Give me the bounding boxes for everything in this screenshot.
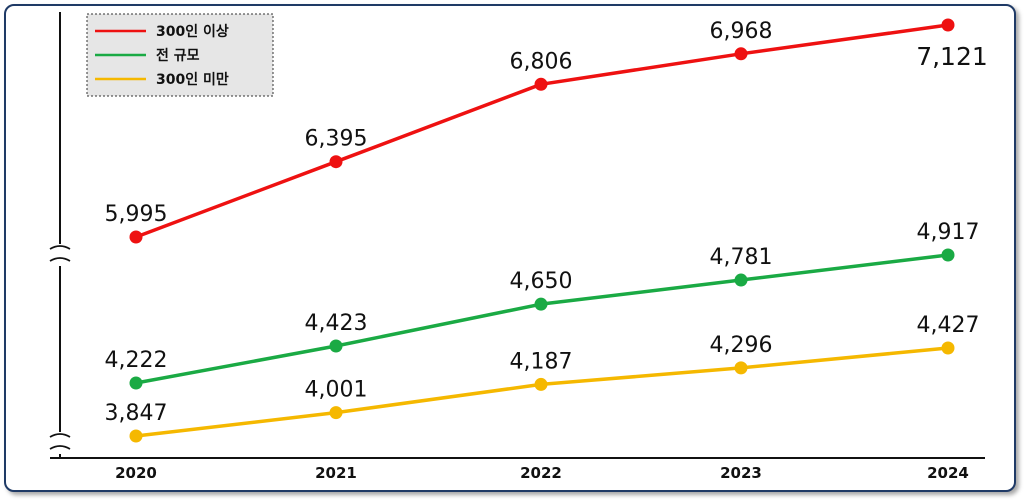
x-tick-label-2023: 2023 — [720, 464, 762, 482]
series-0: 5,995 6,395 6,806 6,968 7,121 — [105, 18, 988, 244]
legend-label-2: 300인 미만 — [156, 71, 229, 88]
data-point — [329, 155, 343, 169]
data-label: 4,650 — [510, 269, 573, 294]
data-label: 7,121 — [916, 42, 988, 71]
data-label: 6,806 — [510, 49, 573, 74]
data-label: 4,781 — [710, 245, 773, 270]
series-2: 3,847 4,001 4,187 4,296 4,427 — [105, 313, 980, 443]
data-point — [941, 341, 955, 355]
legend-label-0: 300인 이상 — [156, 23, 229, 40]
axis-break-lower — [48, 432, 72, 454]
legend-label-1: 전 규모 — [156, 47, 200, 64]
data-point — [941, 248, 955, 262]
axis-break-upper — [48, 244, 72, 266]
data-point — [329, 406, 343, 420]
data-point — [129, 230, 143, 244]
data-point — [734, 273, 748, 287]
data-label: 4,296 — [710, 333, 773, 358]
data-label: 4,423 — [305, 311, 368, 336]
data-label: 3,847 — [105, 401, 168, 426]
data-point — [329, 339, 343, 353]
data-point — [534, 77, 548, 91]
data-point — [129, 376, 143, 390]
x-tick-label-2024: 2024 — [927, 464, 969, 482]
data-label: 4,427 — [917, 313, 980, 338]
x-tick-label-2022: 2022 — [520, 464, 562, 482]
data-label: 4,187 — [510, 349, 573, 374]
x-tick-label-2020: 2020 — [115, 464, 157, 482]
data-label: 4,917 — [917, 220, 980, 245]
data-point — [734, 361, 748, 375]
data-point — [941, 18, 955, 32]
data-label: 4,001 — [305, 378, 368, 403]
legend: 300인 이상전 규모 300인 미만 — [86, 13, 274, 97]
data-label: 5,995 — [105, 202, 168, 227]
data-point — [734, 47, 748, 61]
data-point — [534, 377, 548, 391]
data-point — [534, 297, 548, 311]
data-label: 6,968 — [710, 19, 773, 44]
data-label: 6,395 — [305, 127, 368, 152]
data-label: 4,222 — [105, 348, 168, 373]
x-tick-label-2021: 2021 — [315, 464, 357, 482]
series-1: 4,222 4,423 4,650 4,781 4,917 — [105, 220, 980, 390]
data-point — [129, 429, 143, 443]
